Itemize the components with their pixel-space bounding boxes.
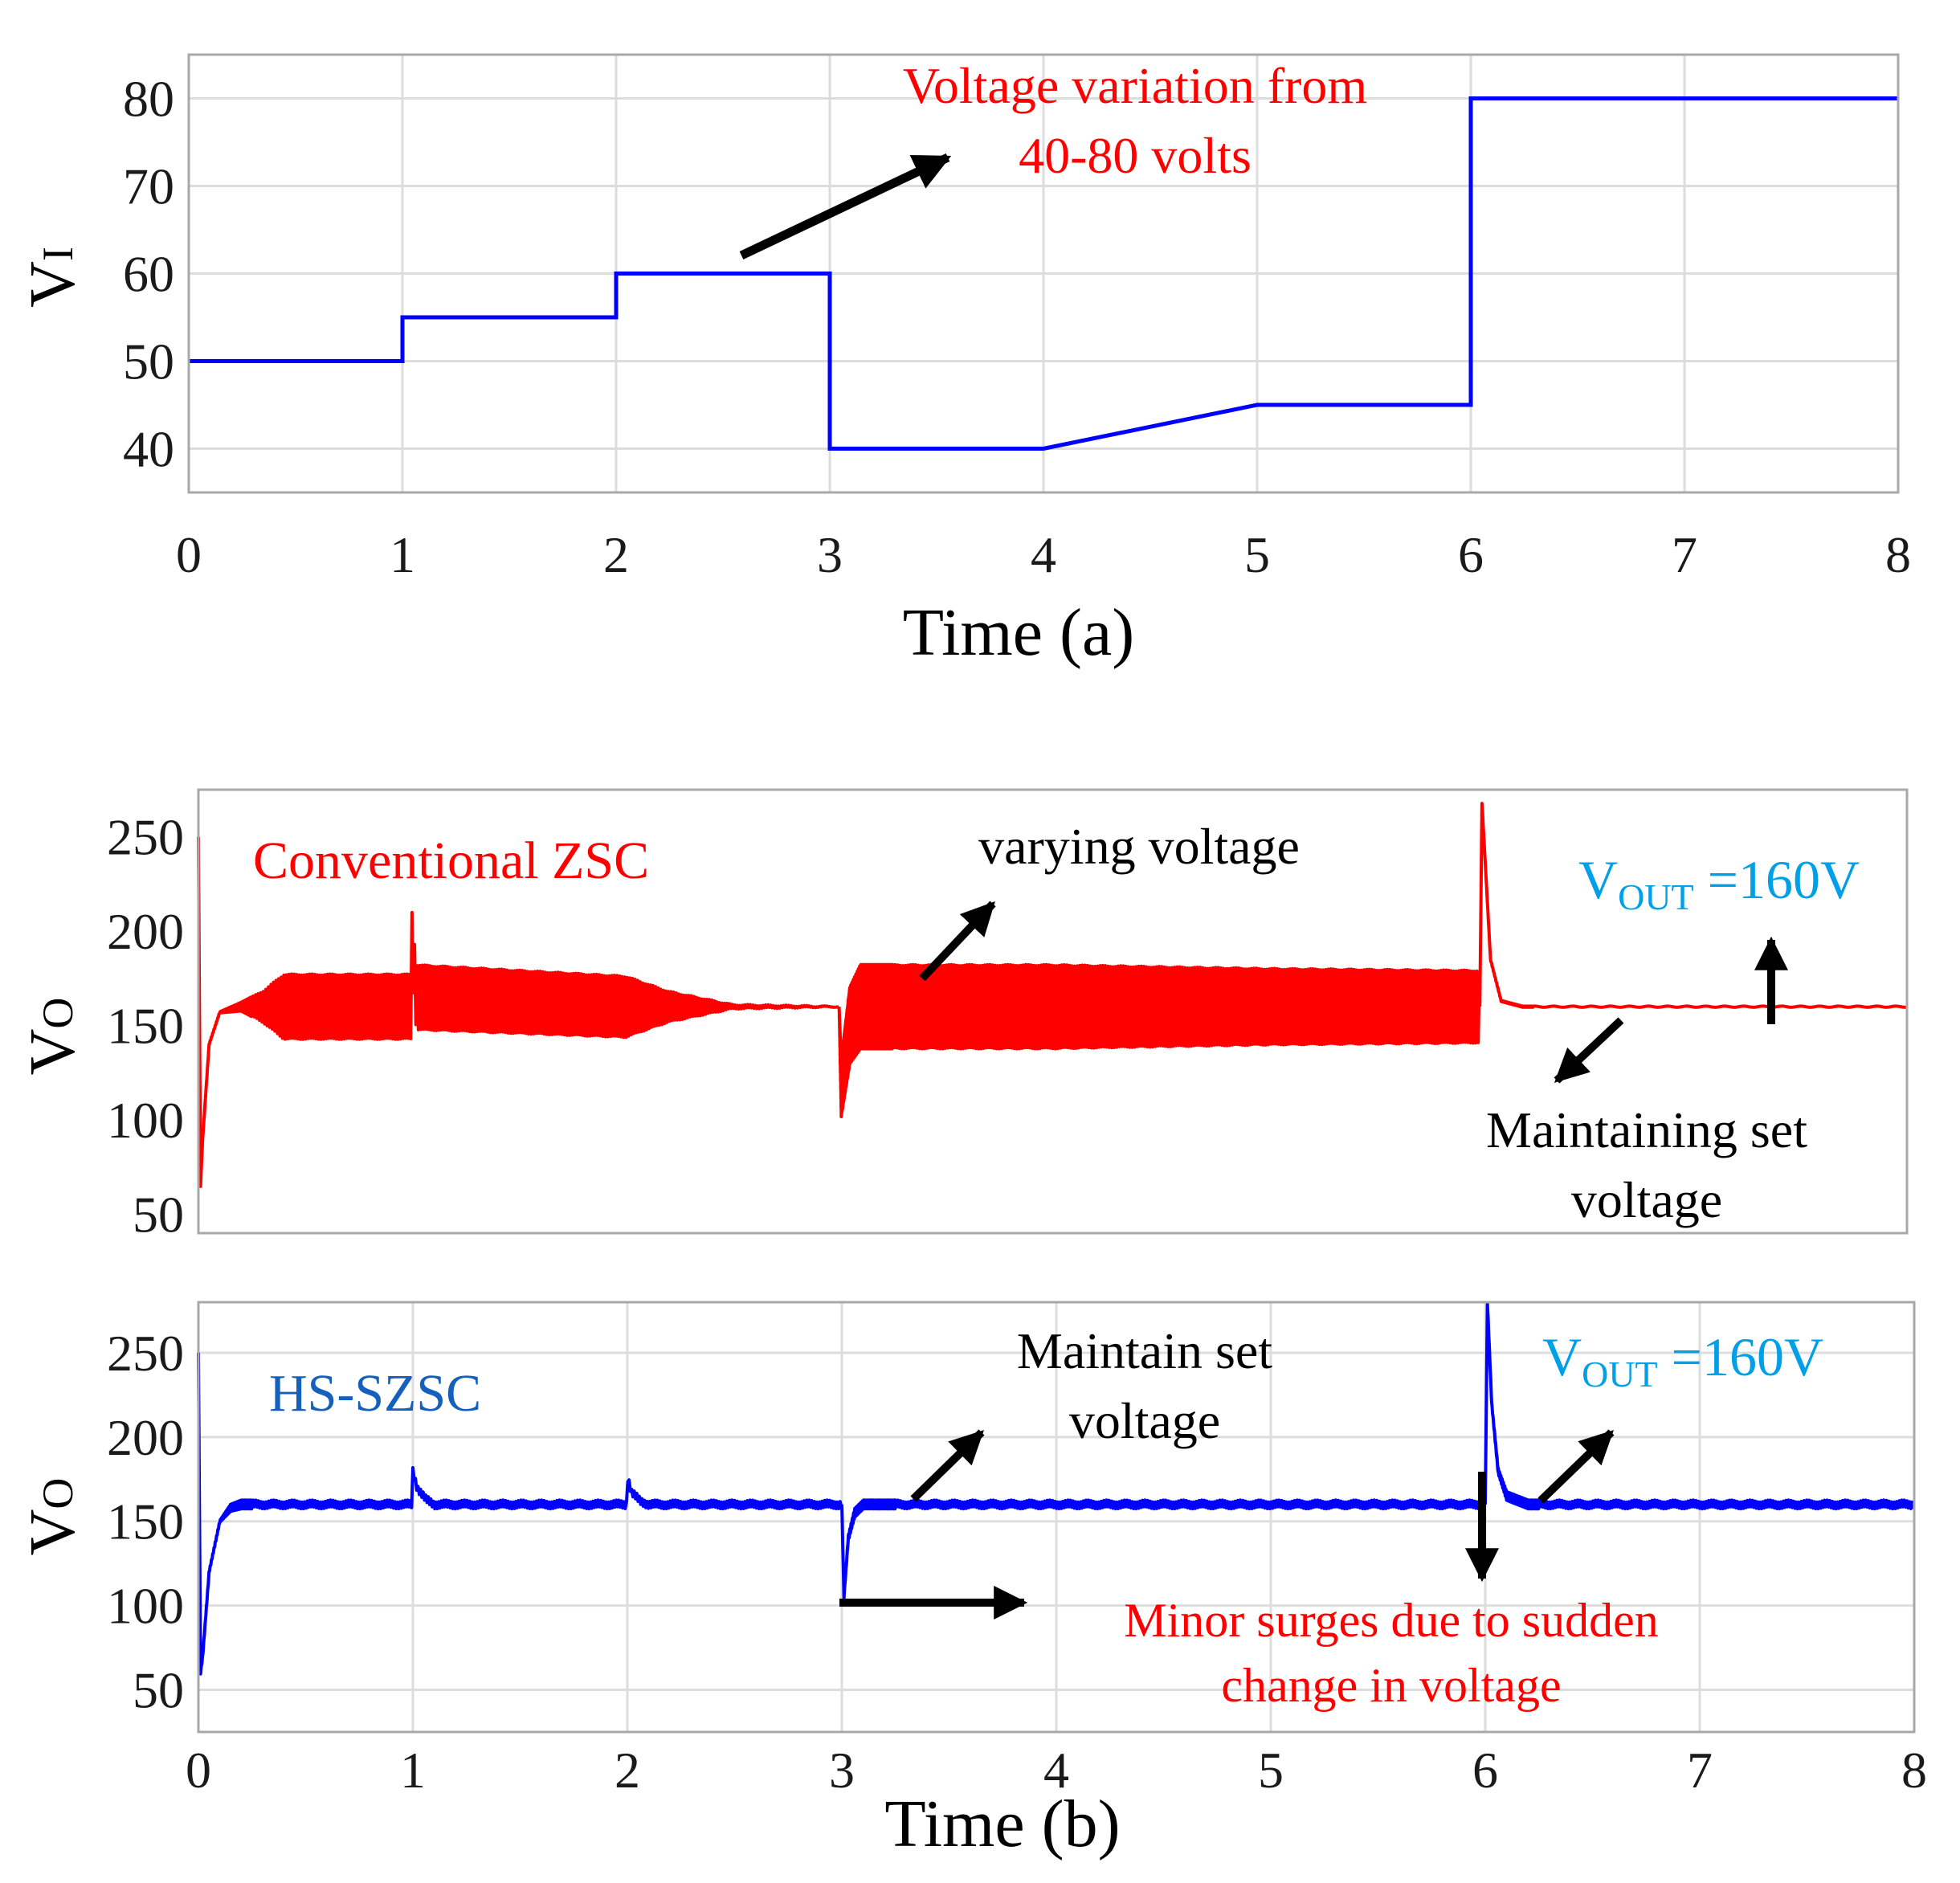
chart-b2-frame	[197, 1301, 1916, 1734]
x-tick-label: 2	[615, 1742, 640, 1799]
x-tick-label: 5	[1244, 526, 1270, 583]
chart-a-x-axis-label: Time (a)	[903, 595, 1135, 670]
chart-b2-surges-line1: Minor surges due to sudden	[1124, 1594, 1659, 1647]
x-tick-label: 7	[1687, 1742, 1713, 1799]
y-tick-label: 100	[107, 1092, 184, 1149]
y-tick-label: 80	[123, 71, 174, 128]
y-tick-label: 50	[123, 333, 174, 390]
series-segment-2	[1484, 1301, 1916, 1511]
x-tick-label: 6	[1458, 526, 1484, 583]
y-tick-label: 70	[123, 158, 174, 215]
y-tick-label: 40	[123, 421, 174, 478]
x-tick-label: 5	[1258, 1742, 1284, 1799]
y-tick-label: 50	[133, 1187, 184, 1244]
chart-a-y-axis-label: VI	[18, 247, 88, 308]
chart-b2-y-axis-label: VO	[18, 1478, 88, 1556]
chart-b1-legend-label: Conventional ZSC	[253, 831, 649, 890]
y-tick-label: 60	[123, 246, 174, 303]
x-tick-label: 4	[1031, 526, 1056, 583]
x-tick-label: 6	[1472, 1742, 1498, 1799]
x-tick-label: 3	[829, 1742, 855, 1799]
x-tick-label: 0	[186, 1742, 211, 1799]
y-tick-label: 50	[133, 1662, 184, 1719]
chart-a-annotation-line1: Voltage variation from	[903, 57, 1367, 114]
x-tick-label: 8	[1901, 1742, 1927, 1799]
x-tick-label: 3	[817, 526, 843, 583]
chart-b1-series	[197, 802, 1907, 1188]
chart-b1-varying-arrow	[919, 901, 996, 982]
chart-b2-x-axis-label: Time (b)	[884, 1787, 1120, 1861]
chart-b1-y-ticks: 50 100 150 200 250	[107, 809, 184, 1244]
series-segment-2	[1478, 802, 1907, 1009]
y-tick-label: 150	[107, 998, 184, 1055]
x-tick-label: 1	[390, 526, 415, 583]
chart-b1-frame	[197, 788, 1909, 1235]
x-tick-label: 0	[176, 526, 202, 583]
chart-a-annotation-line2: 40-80 volts	[1019, 127, 1252, 184]
series-segment-1	[837, 962, 1481, 1119]
chart-b2: 50 100 150 200 250 0 1 2 3 4 5 6 7 8 Time (b) VO HS-…	[18, 1301, 1927, 1861]
series-segment-1	[840, 1498, 1487, 1600]
y-tick-label: 150	[107, 1493, 184, 1550]
chart-b2-legend-label: HS-SZSC	[269, 1364, 481, 1423]
chart-b1-y-axis-label: VO	[18, 998, 88, 1076]
x-tick-label: 8	[1885, 526, 1911, 583]
chart-b1-maintaining-arrow	[1554, 1017, 1624, 1084]
chart-b1-maintaining-line1: Maintaining set	[1486, 1101, 1807, 1158]
chart-b2-surges-line2: change in voltage	[1221, 1659, 1561, 1712]
x-tick-label: 4	[1043, 1742, 1069, 1799]
chart-a: 40 50 60 70 80 0 1 2 3 4 5 6 7 8 Time (a) VI Voltage…	[18, 53, 1911, 670]
chart-b2-y-ticks: 50 100 150 200 250	[107, 1325, 184, 1719]
chart-b1-varying-label: varying voltage	[978, 818, 1300, 875]
chart-b2-maintain-line1: Maintain set	[1017, 1322, 1272, 1379]
y-tick-label: 200	[107, 903, 184, 960]
chart-b2-maintain-arrow	[910, 1429, 985, 1502]
chart-b2-x-ticks: 0 1 2 3 4 5 6 7 8	[186, 1742, 1927, 1799]
chart-a-annotation-arrow	[739, 153, 952, 259]
chart-b2-maintain-line2: voltage	[1069, 1392, 1220, 1449]
chart-a-grid	[187, 55, 1900, 492]
chart-a-x-ticks: 0 1 2 3 4 5 6 7 8	[176, 526, 1911, 583]
x-tick-label: 7	[1672, 526, 1697, 583]
series-line	[189, 96, 1898, 451]
series-segment-0	[197, 1352, 843, 1676]
chart-b2-vout-label: VOUT =160V	[1542, 1326, 1823, 1395]
y-tick-label: 200	[107, 1409, 184, 1466]
chart-b2-vout-arrow	[1537, 1429, 1615, 1504]
x-tick-label: 2	[603, 526, 629, 583]
chart-b1: 50 100 150 200 250 VO Conventional ZSC varyi…	[18, 788, 1909, 1244]
y-tick-label: 250	[107, 809, 184, 866]
y-tick-label: 100	[107, 1578, 184, 1635]
chart-b1-vout-label: VOUT =160V	[1578, 849, 1860, 917]
chart-a-series	[189, 96, 1898, 451]
series-segment-0	[197, 836, 839, 1188]
chart-b2-series	[197, 1301, 1916, 1676]
x-tick-label: 1	[400, 1742, 426, 1799]
chart-b1-maintaining-line2: voltage	[1571, 1171, 1722, 1228]
y-tick-label: 250	[107, 1325, 184, 1382]
chart-a-frame	[187, 53, 1900, 494]
chart-a-y-ticks: 40 50 60 70 80	[123, 71, 174, 478]
